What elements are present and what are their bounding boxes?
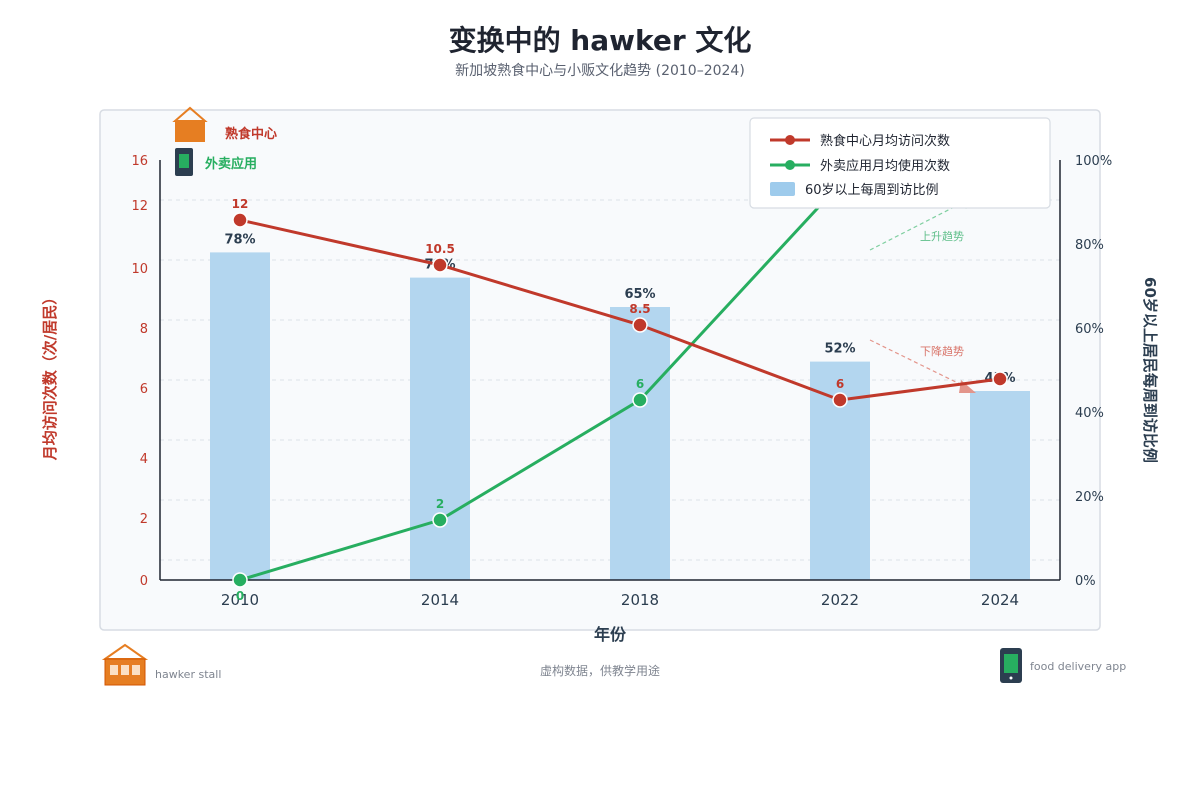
bar-2024 xyxy=(970,391,1030,580)
y-tick-label: 6 xyxy=(140,382,148,397)
legend: 熟食中心月均访问次数 外卖应用月均使用次数 60岁以上每周到访比例 xyxy=(749,117,1051,209)
delivery-point-2018 xyxy=(632,392,648,408)
legend-item-hawker: 熟食中心月均访问次数 xyxy=(820,133,950,149)
footer-note: 虚构数据，供教学用途 xyxy=(540,663,660,678)
stall-icon-label: 熟食中心 xyxy=(225,126,277,142)
chart-title: 变换中的 hawker 文化 xyxy=(449,24,752,57)
legend-item-delivery: 外卖应用月均使用次数 xyxy=(820,158,950,174)
hawker-value-label: 8.5 xyxy=(629,302,650,316)
down-trend-label: 下降趋势 xyxy=(920,344,964,358)
x-tick-label: 2014 xyxy=(421,591,459,609)
bar-value-label: 65% xyxy=(624,287,655,302)
bar-2010 xyxy=(210,252,270,580)
hawker-point-2014 xyxy=(432,257,448,273)
x-axis-title: 年份 xyxy=(594,625,627,644)
legend-item-bars: 60岁以上每周到访比例 xyxy=(805,182,939,198)
hawker-point-2018 xyxy=(632,317,648,333)
y-tick-label: 2 xyxy=(140,512,148,527)
y-axis-title: 月均访问次数（次/居民） xyxy=(41,290,59,461)
delivery-value-label: 2 xyxy=(436,497,444,511)
phone-icon-label: 外卖应用 xyxy=(204,156,257,172)
hawker-value-label: 12 xyxy=(232,197,249,211)
y2-tick-label: 20% xyxy=(1075,490,1104,505)
y-tick-label: 4 xyxy=(140,452,148,467)
bar-2014 xyxy=(410,277,470,580)
y2-tick-label: 100% xyxy=(1075,154,1112,169)
data-labels: 0 2 6 12 10.5 8.5 6 xyxy=(232,197,845,603)
hawker-value-label: 10.5 xyxy=(425,242,455,256)
hawker-point-2022 xyxy=(832,392,848,408)
delivery-app-icon xyxy=(1000,648,1022,683)
y2-tick-label: 0% xyxy=(1075,574,1096,589)
delivery-value-label: 0 xyxy=(236,589,244,603)
delivery-point-2010 xyxy=(232,572,248,588)
bar-series: 78%72%65%52%45% xyxy=(210,232,1030,580)
bar-value-label: 52% xyxy=(824,342,855,357)
x-tick-label: 2018 xyxy=(621,591,659,609)
y2-tick-label: 60% xyxy=(1075,322,1104,337)
stall-icon xyxy=(172,106,208,142)
bar-value-label: 78% xyxy=(224,232,255,247)
hawker-stall-icon xyxy=(101,643,149,686)
legend-swatch-bars xyxy=(770,182,795,196)
y-tick-label: 12 xyxy=(131,199,148,214)
delivery-value-label: 6 xyxy=(636,377,644,391)
y2-axis-title: 60岁以上居民每周到访比例 xyxy=(1141,277,1159,463)
y-tick-label: 0 xyxy=(140,574,148,589)
x-tick-label: 2024 xyxy=(981,591,1019,609)
delivery-point-2014 xyxy=(432,512,448,528)
up-trend-label: 上升趋势 xyxy=(920,230,964,243)
hawker-stall-caption: hawker stall xyxy=(155,668,221,681)
y2-tick-label: 40% xyxy=(1075,406,1104,421)
phone-icon xyxy=(175,148,193,176)
hawker-point-2010 xyxy=(232,212,248,228)
x-tick-label: 2010 xyxy=(221,591,259,609)
y-tick-label: 10 xyxy=(131,262,148,277)
hawker-value-label: 6 xyxy=(836,377,844,391)
hawker-point-2024 xyxy=(992,371,1008,387)
y-tick-label: 8 xyxy=(140,322,148,337)
chart-subtitle: 新加坡熟食中心与小贩文化趋势 (2010–2024) xyxy=(455,62,745,79)
y-tick-label: 16 xyxy=(131,154,148,169)
bar-2018 xyxy=(610,307,670,580)
legend-box xyxy=(749,117,1051,209)
x-tick-label: 2022 xyxy=(821,591,859,609)
delivery-app-caption: food delivery app xyxy=(1030,660,1126,673)
y2-tick-label: 80% xyxy=(1075,238,1104,253)
